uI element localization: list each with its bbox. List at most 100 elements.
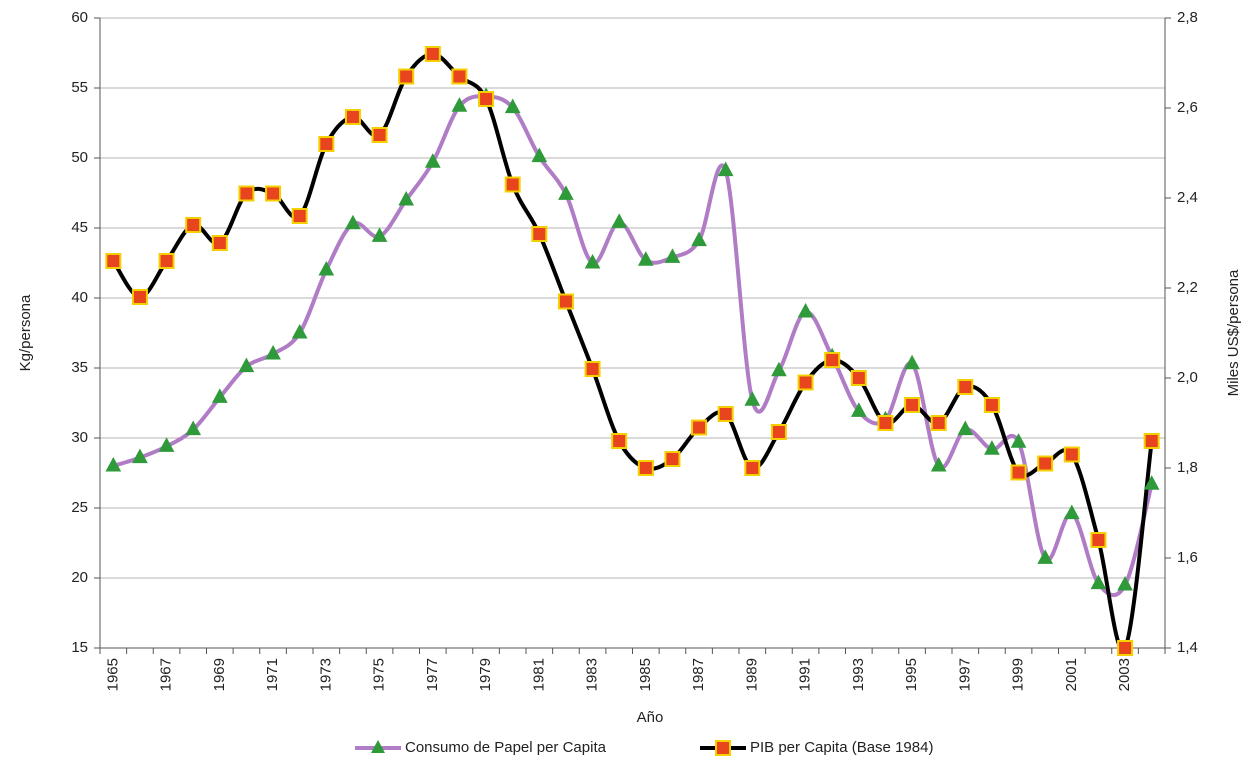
- y2-tick-label: 2,0: [1177, 369, 1198, 386]
- triangle-marker: [691, 231, 707, 247]
- triangle-marker: [904, 354, 920, 370]
- square-marker: [291, 208, 308, 224]
- y-tick-label: 55: [71, 79, 88, 96]
- x-tick-label: 1967: [158, 658, 175, 691]
- triangle-marker: [744, 391, 761, 406]
- y2-tick-label: 2,2: [1177, 279, 1198, 296]
- square-marker: [185, 217, 202, 233]
- triangle-marker: [584, 253, 601, 269]
- triangle-marker: [451, 97, 468, 112]
- x-tick-label: 1977: [424, 658, 441, 691]
- x-tick-label: 1971: [264, 658, 281, 691]
- triangle-marker: [345, 214, 361, 230]
- square-marker: [424, 46, 441, 62]
- square-marker: [691, 419, 708, 436]
- square-marker: [611, 433, 628, 449]
- y2-tick-label: 1,4: [1177, 639, 1198, 656]
- square-marker: [770, 424, 787, 440]
- triangle-marker: [105, 456, 122, 472]
- y-tick-label: 15: [71, 639, 88, 656]
- x-tick-label: 1989: [743, 658, 760, 691]
- square-marker: [1143, 433, 1160, 449]
- square-marker: [584, 361, 601, 377]
- y2-tick-label: 2,4: [1177, 189, 1198, 206]
- x-tick-label: 1975: [371, 658, 388, 691]
- y-tick-label: 45: [71, 219, 88, 236]
- x-tick-label: 1985: [637, 658, 654, 691]
- triangle-marker: [398, 190, 415, 206]
- triangle-marker: [1090, 574, 1107, 590]
- x-tick-label: 1981: [530, 658, 547, 691]
- triangle-marker: [611, 213, 628, 228]
- triangle-marker: [637, 251, 654, 266]
- square-marker: [1037, 455, 1054, 472]
- x-tick-label: 1969: [211, 658, 228, 691]
- x-tick-label: 1973: [317, 658, 334, 691]
- square-marker: [744, 460, 761, 476]
- triangle-marker: [930, 456, 947, 472]
- square-marker: [1010, 464, 1027, 481]
- triangle-marker: [1010, 433, 1027, 448]
- square-marker: [158, 253, 175, 269]
- y-tick-label: 35: [71, 359, 88, 376]
- triangle-marker: [1117, 575, 1133, 591]
- square-marker: [850, 370, 867, 386]
- series-line: [112, 94, 1154, 597]
- triangle-marker: [771, 361, 787, 377]
- square-marker: [824, 352, 841, 368]
- x-tick-label: 1993: [850, 658, 867, 691]
- y-tick-label: 40: [71, 289, 88, 306]
- x-tick-label: 1965: [104, 658, 121, 691]
- y2-tick-label: 1,8: [1177, 459, 1198, 476]
- square-marker: [797, 374, 814, 391]
- triangle-marker: [158, 437, 175, 452]
- triangle-marker: [1063, 504, 1080, 520]
- triangle-marker: [531, 147, 548, 163]
- y-tick-label: 50: [71, 149, 88, 166]
- square-marker: [265, 185, 282, 202]
- triangle-marker: [957, 420, 974, 436]
- triangle-marker: [984, 440, 1000, 455]
- legend-marker: [715, 740, 731, 756]
- square-marker: [371, 127, 388, 143]
- y-tick-label: 20: [71, 569, 88, 586]
- series-line: [111, 51, 1154, 652]
- square-marker: [238, 185, 255, 202]
- square-marker: [904, 397, 921, 413]
- x-tick-label: 2003: [1116, 658, 1133, 691]
- square-marker: [531, 226, 548, 242]
- square-marker: [930, 415, 947, 431]
- square-marker: [983, 397, 1000, 413]
- square-marker: [398, 68, 415, 85]
- square-marker: [344, 109, 361, 125]
- square-marker: [318, 136, 335, 152]
- triangle-marker: [558, 185, 574, 200]
- square-marker: [717, 406, 734, 422]
- triangle-marker: [371, 227, 388, 242]
- x-tick-label: 1979: [477, 658, 494, 691]
- triangle-marker: [185, 420, 202, 436]
- square-marker: [557, 293, 574, 310]
- square-marker: [504, 176, 521, 193]
- legend-label: PIB per Capita (Base 1984): [750, 739, 933, 756]
- square-marker: [1090, 532, 1107, 548]
- triangle-marker: [318, 260, 335, 276]
- x-tick-label: 1991: [797, 658, 814, 691]
- triangle-marker: [504, 98, 521, 114]
- triangle-marker: [850, 402, 867, 417]
- square-marker: [211, 235, 228, 251]
- y-tick-label: 30: [71, 429, 88, 446]
- triangle-marker: [1037, 549, 1054, 564]
- y2-tick-label: 2,6: [1177, 99, 1198, 116]
- triangle-marker: [717, 161, 734, 177]
- y2-axis-title: Miles US$/persona: [1225, 269, 1242, 396]
- legend-marker: [371, 740, 385, 753]
- triangle-marker: [265, 344, 281, 360]
- x-tick-label: 1983: [584, 658, 601, 691]
- triangle-marker: [211, 388, 228, 403]
- triangle-marker: [291, 323, 308, 339]
- x-tick-label: 1999: [1010, 658, 1027, 691]
- y2-tick-label: 1,6: [1177, 549, 1198, 566]
- y-tick-label: 60: [71, 9, 88, 26]
